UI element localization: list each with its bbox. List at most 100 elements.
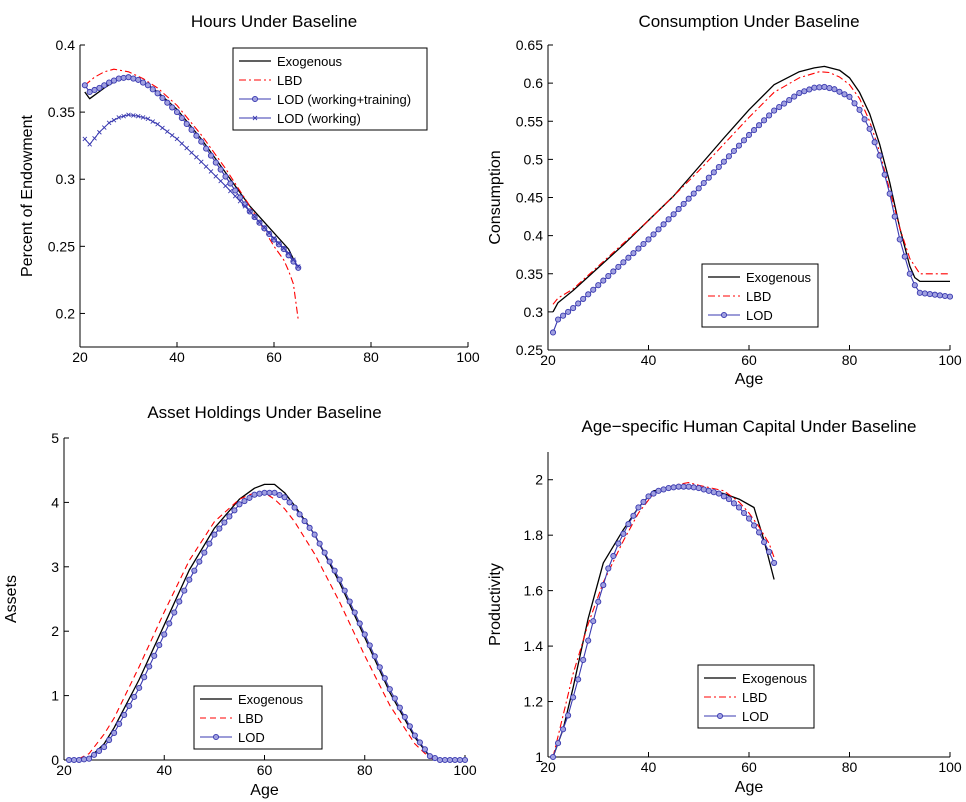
data-point — [226, 513, 233, 520]
data-point — [821, 83, 828, 90]
data-point — [816, 84, 823, 91]
data-point — [605, 565, 612, 572]
data-point — [91, 751, 98, 758]
data-point — [301, 518, 308, 525]
data-point — [275, 241, 282, 248]
x-tick-label: 80 — [357, 762, 373, 778]
data-point — [208, 169, 214, 174]
x-tick-label: 80 — [842, 352, 858, 368]
x-tick-label: 40 — [156, 762, 172, 778]
data-point — [212, 159, 219, 166]
data-point — [161, 631, 168, 638]
data-point — [81, 756, 88, 763]
data-point — [730, 500, 737, 507]
data-point — [189, 150, 194, 155]
data-point — [291, 504, 298, 511]
data-point — [276, 491, 283, 499]
data-point — [206, 540, 213, 547]
data-point — [700, 179, 707, 187]
data-point — [580, 295, 587, 302]
data-point — [615, 263, 622, 270]
data-point — [766, 548, 773, 555]
data-point — [150, 119, 156, 124]
x-tick-label: 20 — [540, 352, 556, 368]
data-point — [871, 139, 878, 146]
data-point — [761, 117, 768, 124]
y-tick-label: 0.35 — [48, 104, 75, 120]
data-point — [144, 82, 151, 89]
data-point — [841, 91, 848, 98]
data-point — [232, 187, 239, 194]
y-tick-label: 0.65 — [516, 37, 543, 53]
data-point — [186, 576, 193, 583]
data-point — [431, 755, 438, 762]
data-point — [565, 712, 572, 719]
data-point — [670, 211, 677, 218]
x-tick-label: 100 — [938, 759, 962, 775]
data-point — [106, 736, 113, 744]
data-point — [223, 183, 228, 189]
data-point — [236, 194, 244, 201]
data-point — [831, 86, 838, 93]
legend-label: Exogenous — [746, 270, 812, 285]
data-point — [227, 180, 234, 187]
data-point — [936, 292, 944, 299]
data-point — [921, 290, 928, 297]
data-point — [665, 216, 672, 223]
data-point — [371, 653, 378, 660]
data-point — [580, 656, 587, 664]
data-point — [183, 120, 190, 127]
legend-label: LBD — [277, 73, 302, 88]
data-point — [191, 567, 198, 574]
data-point — [361, 631, 368, 638]
data-point — [87, 142, 93, 147]
data-point — [705, 487, 712, 494]
data-point — [690, 190, 697, 197]
data-point — [346, 598, 353, 605]
y-tick-label: 0.25 — [516, 342, 543, 358]
data-point — [740, 509, 748, 517]
data-point — [720, 493, 727, 500]
data-point — [750, 522, 758, 529]
data-point — [70, 756, 78, 764]
x-tick-label: 100 — [938, 352, 962, 368]
data-point — [331, 567, 338, 574]
data-point — [120, 74, 127, 81]
y-tick-label: 0.5 — [524, 151, 544, 167]
data-point — [451, 756, 459, 764]
data-point — [169, 132, 175, 138]
data-point — [386, 686, 393, 693]
data-point — [650, 490, 657, 497]
data-point — [911, 282, 918, 289]
data-point — [735, 504, 743, 511]
y-tick-label: 0.4 — [56, 37, 76, 53]
data-point — [271, 489, 278, 496]
data-point — [101, 125, 107, 130]
y-tick-label: 1.6 — [524, 583, 544, 599]
data-point — [216, 525, 223, 532]
legend-box — [697, 664, 815, 729]
data-point — [876, 152, 883, 159]
data-point — [149, 86, 156, 93]
data-point — [685, 195, 692, 202]
data-point — [549, 753, 557, 761]
data-point — [356, 620, 363, 627]
data-point — [247, 209, 253, 214]
y-tick-label: 0.4 — [524, 228, 544, 244]
data-point — [174, 136, 180, 142]
data-point — [590, 286, 597, 293]
data-point — [131, 693, 138, 700]
y-tick-label: 2 — [51, 623, 59, 639]
data-point — [615, 540, 622, 547]
data-point — [164, 99, 171, 106]
data-point — [251, 491, 258, 498]
data-point — [791, 93, 798, 100]
x-tick-label: 80 — [842, 759, 858, 775]
data-point — [97, 129, 102, 135]
y-tick-label: 0.3 — [524, 304, 544, 320]
y-tick-label: 1.2 — [524, 694, 544, 710]
data-point — [242, 204, 248, 209]
series-4 — [82, 112, 301, 269]
data-point — [906, 270, 913, 277]
